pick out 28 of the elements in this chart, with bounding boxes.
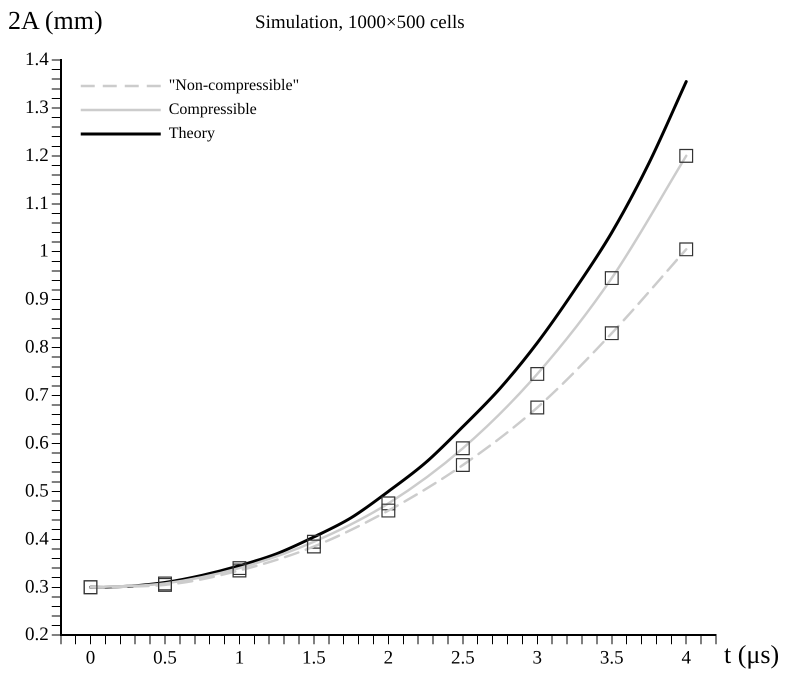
y-tick-label: 0.3 <box>25 576 49 598</box>
x-tick-label: 2.5 <box>450 648 475 669</box>
y-tick-label: 1 <box>39 240 49 262</box>
y-tick-label: 0.9 <box>25 288 49 310</box>
x-tick-label: 3.5 <box>600 648 624 669</box>
y-tick-label: 0.8 <box>25 336 49 358</box>
x-tick-label: 0.5 <box>153 648 177 669</box>
y-axis-title: 2A (mm) <box>8 6 103 36</box>
x-tick-label: 4 <box>681 648 692 669</box>
x-axis-title: t (μs) <box>724 640 780 670</box>
y-tick-label: 0.4 <box>25 528 50 550</box>
x-tick-label: 0 <box>86 648 96 669</box>
y-tick-label: 1.2 <box>25 144 49 166</box>
x-tick-label: 1.5 <box>302 648 326 669</box>
y-tick-label: 1.1 <box>25 192 49 214</box>
x-tick-label: 2 <box>384 648 394 669</box>
x-tick-label: 3 <box>532 648 542 669</box>
legend-label: "Non-compressible" <box>168 77 300 94</box>
y-tick-label: 1.3 <box>25 96 49 118</box>
y-tick-label: 0.2 <box>25 624 49 646</box>
legend-label: Compressible <box>168 101 257 118</box>
y-tick-label: 1.4 <box>25 48 50 70</box>
y-tick-label: 0.6 <box>25 432 49 454</box>
y-tick-label: 0.5 <box>25 480 49 502</box>
x-tick-label: 1 <box>234 648 244 669</box>
y-tick-label: 0.7 <box>25 384 49 406</box>
legend-label: Theory <box>168 125 215 142</box>
chart-title: Simulation, 1000×500 cells <box>255 12 465 34</box>
